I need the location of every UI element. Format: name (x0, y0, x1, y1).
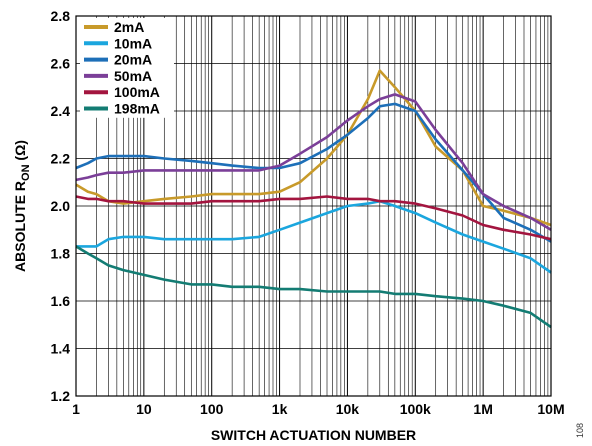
legend-label: 100mA (114, 84, 160, 100)
x-tick-label: 1k (272, 401, 288, 417)
x-tick-label: 1M (473, 401, 492, 417)
plot-frame (75, 15, 552, 397)
figure-id: 108 (575, 423, 585, 438)
series-line-100ma (75, 195, 552, 241)
y-tick-label: 2.0 (51, 198, 71, 214)
y-tick-label: 1.8 (51, 246, 71, 262)
legend-label: 50mA (114, 68, 152, 84)
y-tick-label: 2.4 (51, 103, 71, 119)
y-tick-label: 1.2 (51, 388, 71, 404)
y-tick-label: 1.4 (51, 341, 71, 357)
x-tick-label: 10 (136, 401, 152, 417)
y-axis-title: ABSOLUTE RON (Ω) (12, 140, 32, 272)
y-tick-labels: 1.2 1.4 1.6 1.8 2.0 2.2 2.4 2.6 2.8 (51, 8, 71, 404)
legend-label: 10mA (114, 35, 152, 51)
y-axis-title-main: ABSOLUTE R (12, 181, 28, 272)
x-axis-title: SWITCH ACTUATION NUMBER (211, 427, 416, 443)
y-axis-title-unit: (Ω) (12, 140, 28, 164)
x-tick-label: 10k (336, 401, 360, 417)
x-tick-label: 1 (72, 401, 80, 417)
y-tick-label: 2.8 (51, 8, 71, 24)
x-tick-label: 10M (537, 401, 564, 417)
x-tick-label: 100k (400, 401, 431, 417)
series-line-20ma (75, 102, 552, 243)
legend-label: 2mA (114, 19, 144, 35)
legend-label: 198mA (114, 101, 160, 117)
y-tick-label: 1.6 (51, 293, 71, 309)
series-line-198ma (75, 245, 552, 329)
x-tick-labels: 1 10 100 1k 10k 100k 1M 10M (72, 401, 565, 417)
y-tick-label: 2.2 (51, 151, 71, 167)
x-tick-label: 100 (200, 401, 224, 417)
legend-label: 20mA (114, 52, 152, 68)
series-line-50ma (75, 93, 552, 231)
legend-background (80, 18, 174, 118)
y-tick-label: 2.6 (51, 56, 71, 72)
y-axis-title-subscript: ON (20, 164, 32, 181)
series-line-10ma (76, 199, 552, 274)
series-layer (75, 69, 552, 329)
